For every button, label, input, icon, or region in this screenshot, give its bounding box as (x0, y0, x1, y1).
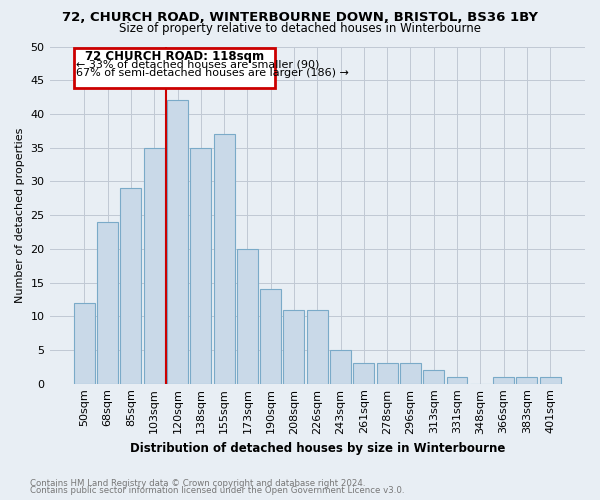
Text: 72, CHURCH ROAD, WINTERBOURNE DOWN, BRISTOL, BS36 1BY: 72, CHURCH ROAD, WINTERBOURNE DOWN, BRIS… (62, 11, 538, 24)
Bar (517, 377, 538, 384)
Text: 72 CHURCH ROAD: 118sqm: 72 CHURCH ROAD: 118sqm (85, 50, 264, 63)
Bar (144, 148, 165, 384)
Bar (283, 310, 304, 384)
Bar (97, 222, 118, 384)
Bar (121, 188, 142, 384)
Bar (423, 370, 444, 384)
Text: Contains public sector information licensed under the Open Government Licence v3: Contains public sector information licen… (30, 486, 404, 495)
Bar (353, 364, 374, 384)
Bar (446, 377, 467, 384)
Text: Size of property relative to detached houses in Winterbourne: Size of property relative to detached ho… (119, 22, 481, 35)
Bar (190, 148, 211, 384)
Bar (307, 310, 328, 384)
Bar (260, 290, 281, 384)
X-axis label: Distribution of detached houses by size in Winterbourne: Distribution of detached houses by size … (130, 442, 505, 455)
Text: 67% of semi-detached houses are larger (186) →: 67% of semi-detached houses are larger (… (76, 68, 349, 78)
FancyBboxPatch shape (74, 48, 275, 88)
Bar (237, 249, 258, 384)
Bar (400, 364, 421, 384)
Y-axis label: Number of detached properties: Number of detached properties (15, 128, 25, 303)
Bar (74, 303, 95, 384)
Bar (330, 350, 351, 384)
Text: Contains HM Land Registry data © Crown copyright and database right 2024.: Contains HM Land Registry data © Crown c… (30, 478, 365, 488)
Bar (167, 100, 188, 384)
Bar (377, 364, 398, 384)
Bar (539, 377, 560, 384)
Bar (214, 134, 235, 384)
Bar (493, 377, 514, 384)
Text: ← 33% of detached houses are smaller (90): ← 33% of detached houses are smaller (90… (76, 60, 320, 70)
